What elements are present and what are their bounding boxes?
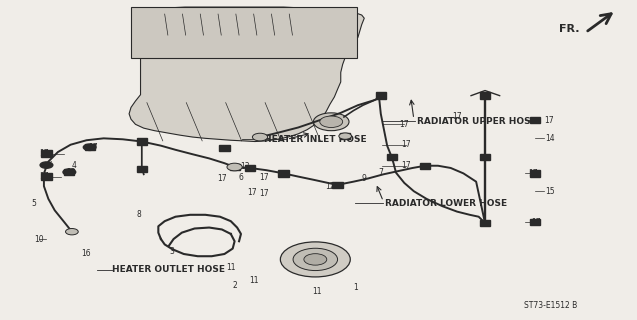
- Text: 7: 7: [378, 168, 383, 177]
- Circle shape: [304, 254, 327, 265]
- Circle shape: [313, 113, 349, 131]
- Text: 5: 5: [31, 198, 36, 207]
- Text: 2: 2: [233, 281, 237, 290]
- Bar: [64, 169, 75, 175]
- Text: 10: 10: [34, 235, 44, 244]
- Bar: [41, 173, 52, 180]
- Bar: [278, 170, 289, 177]
- Text: 6: 6: [238, 173, 243, 182]
- Text: FR.: FR.: [559, 24, 580, 34]
- Bar: [376, 92, 386, 99]
- Bar: [480, 154, 490, 160]
- Text: 15: 15: [546, 187, 555, 196]
- Text: 11: 11: [226, 263, 236, 272]
- Circle shape: [252, 133, 268, 141]
- Text: 11: 11: [313, 265, 322, 275]
- Bar: [480, 92, 490, 99]
- Text: 17: 17: [531, 218, 541, 227]
- Bar: [137, 138, 147, 145]
- Text: 17: 17: [401, 161, 411, 170]
- Text: 17: 17: [338, 132, 347, 141]
- Text: 17: 17: [39, 149, 48, 158]
- Bar: [245, 165, 255, 171]
- Text: 17: 17: [39, 172, 48, 181]
- Text: 12: 12: [66, 168, 75, 177]
- Text: 4: 4: [71, 161, 76, 170]
- Bar: [85, 144, 95, 150]
- Text: HEATER INLET HOSE: HEATER INLET HOSE: [264, 135, 367, 144]
- Text: 17: 17: [544, 116, 554, 125]
- Bar: [41, 150, 52, 157]
- Text: 11: 11: [313, 287, 322, 296]
- Bar: [137, 166, 147, 172]
- Text: 17: 17: [401, 140, 411, 149]
- Text: 17: 17: [247, 188, 257, 197]
- Text: 17: 17: [217, 174, 227, 183]
- Circle shape: [40, 162, 53, 168]
- Text: HEATER OUTLET HOSE: HEATER OUTLET HOSE: [112, 265, 225, 275]
- Bar: [340, 133, 350, 139]
- Text: 17: 17: [260, 189, 269, 198]
- Text: 9: 9: [362, 174, 367, 183]
- Text: 3: 3: [170, 247, 175, 256]
- Circle shape: [83, 144, 96, 150]
- Bar: [219, 145, 229, 151]
- Bar: [480, 220, 490, 226]
- Text: 12: 12: [222, 145, 231, 154]
- Text: ST73-E1512 B: ST73-E1512 B: [524, 301, 577, 310]
- Text: 17: 17: [399, 120, 409, 129]
- Text: 12: 12: [326, 182, 334, 191]
- Polygon shape: [157, 9, 303, 37]
- Text: 17: 17: [88, 143, 97, 152]
- Bar: [229, 164, 240, 170]
- Bar: [529, 219, 540, 225]
- Text: RADIATOR LOWER HOSE: RADIATOR LOWER HOSE: [385, 198, 507, 207]
- Circle shape: [227, 163, 242, 171]
- Text: RADIATOR UPPER HOSE: RADIATOR UPPER HOSE: [417, 116, 537, 126]
- Bar: [420, 163, 431, 169]
- Bar: [131, 7, 357, 58]
- Circle shape: [320, 116, 343, 127]
- Circle shape: [293, 248, 338, 270]
- Text: 1: 1: [353, 283, 358, 292]
- Text: 17: 17: [260, 173, 269, 182]
- Bar: [529, 170, 540, 177]
- Text: 17: 17: [529, 169, 538, 178]
- Text: 13: 13: [241, 162, 250, 171]
- Circle shape: [339, 133, 352, 139]
- Text: 14: 14: [546, 134, 555, 143]
- Text: 16: 16: [82, 250, 91, 259]
- Text: 11: 11: [249, 276, 259, 285]
- Circle shape: [280, 242, 350, 277]
- Polygon shape: [129, 7, 364, 141]
- Bar: [333, 182, 343, 188]
- Bar: [387, 154, 397, 160]
- Text: 17: 17: [452, 113, 462, 122]
- Text: 8: 8: [137, 210, 141, 219]
- Circle shape: [63, 169, 76, 175]
- Circle shape: [66, 228, 78, 235]
- Bar: [529, 117, 540, 123]
